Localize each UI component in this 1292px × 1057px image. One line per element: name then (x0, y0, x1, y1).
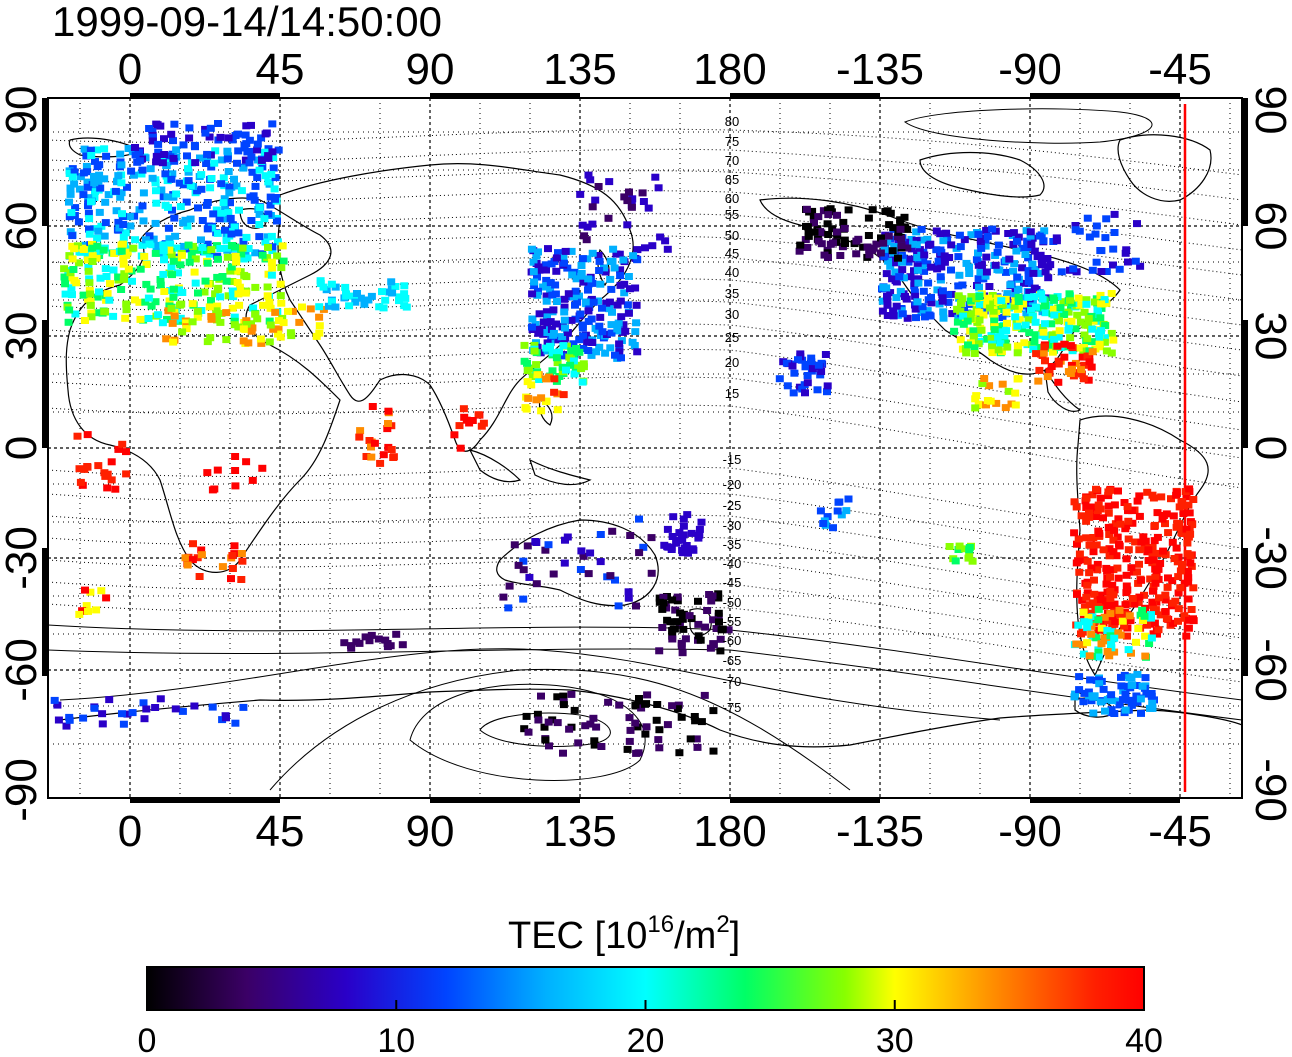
lon-tick-bottom: 180 (693, 807, 766, 856)
colorbar-tick: 30 (876, 1022, 914, 1057)
maglat-label: 50 (725, 228, 739, 243)
colorbar-tick: 20 (627, 1022, 665, 1057)
lat-tick-right: 90 (1246, 86, 1292, 135)
lat-tick-right: 0 (1246, 436, 1292, 460)
lon-tick-bottom: 45 (256, 807, 305, 856)
lat-tick-left: -90 (0, 758, 46, 822)
lat-tick-right: -30 (1246, 526, 1292, 590)
lon-tick-bottom: 135 (543, 807, 616, 856)
maglat-label: 15 (725, 386, 739, 401)
maglat-label: -65 (723, 653, 742, 668)
maglat-label: -35 (723, 537, 742, 552)
lon-ticks-bottom: 0 45 90 135 180 -135 -90 -45 (118, 807, 1212, 856)
colorbar: TEC [1016/m2] 0 10 20 30 40 (138, 911, 1163, 1057)
maglat-label: -40 (723, 556, 742, 571)
maglat-label: -45 (723, 575, 742, 590)
maglat-label: -55 (723, 614, 742, 629)
lon-tick-top: 45 (256, 45, 305, 94)
lon-tick-bottom: -135 (836, 807, 924, 856)
maglat-label: 70 (725, 153, 739, 168)
lon-tick-top: 135 (543, 45, 616, 94)
lat-tick-left: 0 (0, 436, 46, 460)
maglat-label: 65 (725, 172, 739, 187)
lat-tick-left: 30 (0, 312, 46, 361)
lon-tick-top: 90 (406, 45, 455, 94)
lon-tick-top: -90 (998, 45, 1062, 94)
colorbar-tick: 40 (1125, 1022, 1163, 1057)
lat-tick-right: 60 (1246, 202, 1292, 251)
lon-tick-top: 180 (693, 45, 766, 94)
lon-tick-bottom: -90 (998, 807, 1062, 856)
maglat-label: -70 (723, 674, 742, 689)
maglat-label: -75 (723, 700, 742, 715)
lat-tick-left: 60 (0, 202, 46, 251)
lon-tick-bottom: -45 (1148, 807, 1212, 856)
maglat-label: -30 (723, 518, 742, 533)
lon-tick-top: 0 (118, 45, 142, 94)
lon-tick-bottom: 90 (406, 807, 455, 856)
lat-tick-left: -60 (0, 638, 46, 702)
lon-tick-top: -135 (836, 45, 924, 94)
lat-tick-left: 90 (0, 86, 46, 135)
colorbar-title: TEC [1016/m2] (508, 911, 740, 957)
lon-ticks-top: 0 45 90 135 180 -135 -90 -45 (118, 45, 1212, 94)
maglat-label: 25 (725, 330, 739, 345)
lat-tick-right: -60 (1246, 638, 1292, 702)
tec-observations (50, 120, 1198, 757)
maglat-label: 20 (725, 355, 739, 370)
colorbar-tick: 10 (377, 1022, 415, 1057)
lat-ticks-right: 90 60 30 0 -30 -60 -90 (1246, 86, 1292, 822)
maglat-label: -25 (723, 498, 742, 513)
maglat-label: 30 (725, 307, 739, 322)
maglat-label: 40 (725, 265, 739, 280)
lat-tick-right: 30 (1246, 312, 1292, 361)
maglat-label: 35 (725, 286, 739, 301)
maglat-label: 45 (725, 246, 739, 261)
maglat-label: -50 (723, 595, 742, 610)
lon-tick-top: -45 (1148, 45, 1212, 94)
maglat-label: -20 (723, 477, 742, 492)
maglat-label: 80 (725, 114, 739, 129)
lon-tick-bottom: 0 (118, 807, 142, 856)
maglat-label: 60 (725, 191, 739, 206)
lat-tick-right: -90 (1246, 758, 1292, 822)
maglat-label: 75 (725, 134, 739, 149)
colorbar-tick: 0 (138, 1022, 157, 1057)
figure-title: 1999-09-14/14:50:00 (52, 0, 442, 45)
lat-ticks-left: 90 60 30 0 -30 -60 -90 (0, 86, 46, 822)
maglat-label: -60 (723, 633, 742, 648)
lat-tick-left: -30 (0, 526, 46, 590)
maglat-label: -15 (723, 452, 742, 467)
maglat-label: 55 (725, 207, 739, 222)
